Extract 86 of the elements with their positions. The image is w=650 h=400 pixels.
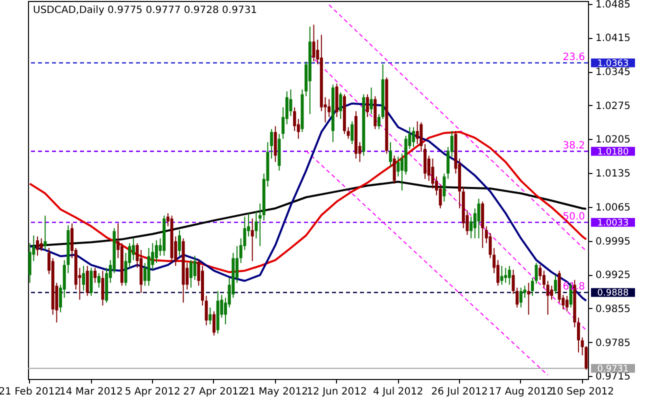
candlestick (431, 158, 434, 190)
candlestick (527, 282, 530, 316)
candlestick (546, 280, 550, 316)
candlestick (350, 120, 354, 145)
y-tick-label: 1.0205 (596, 134, 630, 146)
candlestick (388, 142, 392, 168)
candlestick (293, 106, 296, 132)
y-tick-label: 1.0345 (596, 67, 630, 78)
candlestick (178, 230, 181, 256)
candlestick (204, 295, 208, 326)
y-tick-label: 1.0135 (596, 168, 630, 180)
x-tick-label: 21 May 2012 (242, 386, 308, 398)
candlestick (208, 306, 212, 325)
candlestick (254, 210, 258, 239)
candlestick (274, 126, 277, 162)
candlestick (132, 238, 135, 261)
annotation: 50.0 (562, 211, 585, 222)
candlestick (289, 88, 292, 117)
chart-title: USDCAD,Daily 0.9775 0.9777 0.9728 0.9731 (33, 5, 258, 16)
candlestick (212, 310, 216, 336)
candlestick (154, 240, 158, 264)
candlestick (339, 92, 342, 120)
x-tick-label: 10 Sep 2012 (550, 386, 614, 398)
candlestick (420, 122, 423, 152)
y-tick-label: 1.0415 (596, 33, 630, 44)
candlestick (523, 285, 526, 298)
candlestick (554, 274, 557, 294)
candlestick (370, 87, 373, 115)
candlestick (189, 260, 192, 288)
x-tick-label: 27 Apr 2012 (183, 386, 245, 398)
x-tick-label: 5 Apr 2012 (124, 386, 180, 398)
y-tick-label: 0.9995 (596, 236, 630, 248)
candlestick (377, 114, 380, 130)
x-tick-label: 17 Aug 2012 (488, 386, 553, 398)
candlestick (542, 270, 546, 288)
ref-line-label: 0.9888 (597, 288, 630, 298)
candlestick (44, 215, 47, 250)
candlestick (346, 126, 350, 140)
candlestick (82, 265, 86, 292)
candlestick (519, 287, 522, 308)
candlestick (97, 272, 100, 288)
candlestick (530, 277, 534, 296)
candlestick (470, 216, 473, 239)
y-tick-label: 1.0485 (596, 0, 630, 10)
y-tick-label: 1.0065 (596, 202, 630, 214)
ref-line-label: 1.0033 (597, 218, 629, 228)
x-tick-label: 14 Mar 2012 (60, 386, 123, 398)
candlestick (550, 285, 554, 300)
annotation: 23.6 (562, 52, 585, 63)
candlestick (442, 173, 446, 202)
candlestick (538, 264, 542, 280)
x-tick-label: 26 Jul 2012 (431, 386, 488, 398)
candlestick (312, 24, 316, 62)
candlestick (565, 295, 568, 312)
candlestick (534, 262, 538, 284)
candlestick (258, 203, 262, 247)
y-tick-label: 0.9925 (596, 270, 630, 282)
y-tick-label: 1.0275 (596, 100, 630, 112)
candlestick (392, 155, 396, 184)
annotation: 38.2 (562, 140, 585, 152)
ref-line-label: 1.0180 (597, 147, 630, 158)
candlestick (508, 265, 511, 286)
candlestick (36, 236, 39, 256)
x-tick-label: 4 Jul 2012 (373, 386, 424, 398)
candlestick (270, 128, 274, 160)
candlestick (438, 184, 442, 209)
candlestick (366, 94, 369, 118)
y-tick-label: 0.9785 (596, 338, 630, 349)
candlestick (416, 120, 419, 145)
candlestick (90, 267, 93, 296)
candlestick (500, 265, 504, 286)
candlestick (40, 238, 43, 252)
ref-line-label: 1.0363 (597, 58, 629, 69)
candlestick (477, 198, 480, 239)
candlestick (101, 270, 104, 306)
candlestick (250, 218, 254, 262)
candlestick (577, 317, 580, 353)
candlestick (504, 267, 508, 284)
candlestick (396, 156, 400, 177)
candlestick (412, 126, 416, 148)
x-tick-label: 12 Jun 2012 (306, 386, 367, 398)
y-tick-label: 0.9715 (596, 372, 630, 383)
candlestick (94, 267, 97, 284)
y-tick-label: 0.9855 (596, 304, 630, 315)
candlestick (86, 265, 89, 296)
candlestick (193, 255, 196, 280)
